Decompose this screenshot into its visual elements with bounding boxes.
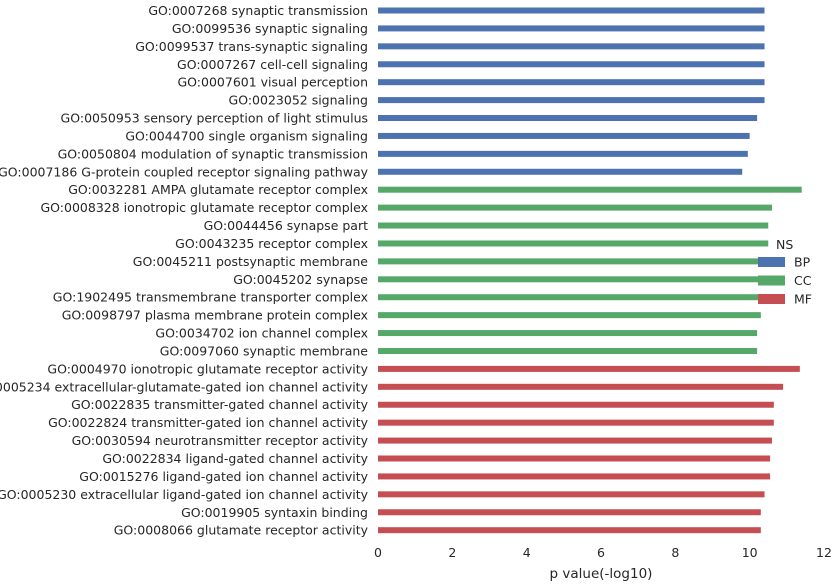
x-tick-label: 4 <box>523 545 531 560</box>
bar-bp <box>378 43 765 50</box>
y-tick-label: GO:0032281 AMPA glutamate receptor compl… <box>68 182 368 197</box>
y-tick-labels: GO:0007268 synaptic transmission GO:00995… <box>0 3 369 538</box>
bar-cc <box>378 186 802 193</box>
y-tick-label: GO:0097060 synaptic membrane <box>160 343 369 358</box>
x-tick-label: 12 <box>816 545 832 560</box>
y-tick-label: GO:0019905 syntaxin binding <box>181 505 368 520</box>
bar-cc <box>378 276 765 283</box>
bar-mf <box>378 383 784 390</box>
bar-cc <box>378 204 772 211</box>
bar-cc <box>378 258 765 265</box>
y-tick-label: GO:0044456 synapse part <box>204 218 368 233</box>
bar-bp <box>378 97 765 104</box>
legend-title: NS <box>776 237 793 252</box>
y-tick-label: GO:0007186 G-protein coupled receptor si… <box>0 164 369 179</box>
bar-mf <box>378 509 761 516</box>
bar-mf <box>378 437 772 444</box>
y-tick-label: GO:0098797 plasma membrane protein compl… <box>62 308 368 323</box>
y-tick-label: GO:0005234 extracellular-glutamate-gated… <box>0 379 369 394</box>
bar-cc <box>378 312 761 319</box>
x-tick-label: 0 <box>374 545 382 560</box>
bar-mf <box>378 527 761 534</box>
bar-mf <box>378 401 774 408</box>
legend-swatch-bp <box>758 257 785 267</box>
bar-cc <box>378 222 769 229</box>
y-tick-label: GO:0007601 visual perception <box>177 75 368 90</box>
bar-bp <box>378 61 765 68</box>
bar-cc <box>378 294 763 301</box>
y-tick-label: GO:0007267 cell-cell signaling <box>177 57 368 72</box>
legend-label-bp: BP <box>794 255 811 270</box>
y-tick-label: GO:0023052 signaling <box>229 93 368 108</box>
bar-bp <box>378 7 765 14</box>
y-tick-label: GO:0004970 ionotropic glutamate receptor… <box>47 361 368 376</box>
y-tick-label: GO:0050804 modulation of synaptic transm… <box>58 146 368 161</box>
y-tick-label: GO:0008328 ionotropic glutamate receptor… <box>41 200 369 215</box>
legend-label-mf: MF <box>794 292 812 307</box>
bars-layer <box>378 7 802 534</box>
y-tick-label: GO:0045202 synapse <box>233 272 368 287</box>
bar-bp <box>378 150 748 157</box>
x-tick-label: 10 <box>742 545 758 560</box>
y-tick-label: GO:0099536 synaptic signaling <box>172 21 368 36</box>
x-tick-label: 6 <box>597 545 605 560</box>
y-tick-label: GO:0007268 synaptic transmission <box>148 3 368 18</box>
bar-mf <box>378 455 771 462</box>
y-tick-label: GO:0030594 neurotransmitter receptor act… <box>72 433 369 448</box>
x-tick-label: 8 <box>671 545 679 560</box>
bar-bp <box>378 79 765 86</box>
legend-swatch-mf <box>758 294 785 304</box>
y-tick-label: GO:0008066 glutamate receptor activity <box>114 523 369 538</box>
y-tick-label: GO:0043235 receptor complex <box>175 236 368 251</box>
y-tick-label: GO:0044700 single organism signaling <box>125 128 368 143</box>
y-tick-label: GO:0022835 transmitter-gated channel act… <box>71 397 368 412</box>
bar-cc <box>378 240 769 247</box>
y-tick-label: GO:1902495 transmembrane transporter com… <box>53 290 368 305</box>
x-tick-label: 2 <box>448 545 456 560</box>
y-tick-label: GO:0034702 ion channel complex <box>155 326 368 341</box>
bar-bp <box>378 25 765 32</box>
bar-mf <box>378 491 765 498</box>
y-tick-label: GO:0099537 trans-synaptic signaling <box>135 39 368 54</box>
x-tick-labels: 0 2 4 6 8 10 12 <box>374 545 832 560</box>
y-tick-label: GO:0050953 sensory perception of light s… <box>61 111 368 126</box>
bar-mf <box>378 365 800 372</box>
y-tick-label: GO:0045211 postsynaptic membrane <box>133 254 369 269</box>
legend-label-cc: CC <box>794 273 812 288</box>
bar-bp <box>378 168 743 175</box>
bar-cc <box>378 330 758 337</box>
legend-swatch-cc <box>758 275 785 286</box>
bar-mf <box>378 473 771 480</box>
x-axis-label: p value(-log10) <box>550 566 653 582</box>
bar-bp <box>378 132 750 139</box>
bar-bp <box>378 115 758 122</box>
bar-cc <box>378 347 758 354</box>
y-tick-label: GO:0022834 ligand-gated channel activity <box>102 451 368 466</box>
bar-mf <box>378 419 774 426</box>
y-tick-label: GO:0015276 ligand-gated ion channel acti… <box>79 469 368 484</box>
y-tick-label: GO:0022824 transmitter-gated ion channel… <box>48 415 369 430</box>
y-tick-label: GO:0005230 extracellular ligand-gated io… <box>0 487 369 502</box>
